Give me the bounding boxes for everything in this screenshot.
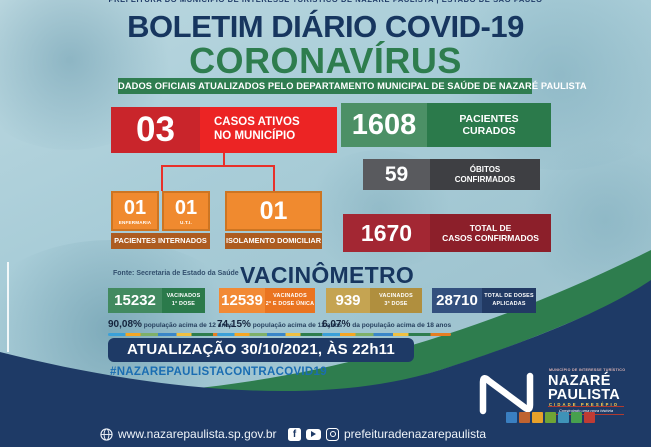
connector-bar: [161, 165, 275, 167]
pictogram-icon: [584, 412, 595, 423]
isolamento-value: 01: [259, 196, 288, 225]
internados-bar: PACIENTES INTERNADOS: [111, 233, 210, 249]
dose1-label: VACINADOS 1ª DOSE: [162, 288, 205, 313]
logo-top-line: MUNICÍPIO DE INTERESSE TURÍSTICO: [549, 368, 626, 372]
instagram-icon[interactable]: [326, 427, 339, 441]
dose1-percent: 90,08% população acima de 12 anos: [108, 314, 234, 336]
pictogram-icon: [571, 412, 582, 423]
dose2-box: 12539 VACINADOS 2ª E DOSE ÚNICA: [219, 288, 315, 313]
percent-underline: [322, 333, 452, 336]
youtube-icon[interactable]: [306, 428, 321, 440]
pictogram-icon: [545, 412, 556, 423]
pictogram-icon: [532, 412, 543, 423]
uti-value: 01: [174, 196, 198, 219]
total-doses-value: 28710: [432, 288, 482, 313]
website-url[interactable]: www.nazarepaulista.sp.gov.br: [118, 427, 277, 441]
logo-city-name-1: NAZARÉ: [548, 373, 611, 389]
uti-label: U.T.I.: [180, 219, 192, 225]
enfermaria-label: ENFERMARIA: [118, 219, 152, 225]
official-data-banner: DADOS OFICIAIS ATUALIZADOS PELO DEPARTAM…: [118, 78, 587, 94]
left-accent-line: [7, 262, 9, 352]
connector-stem: [223, 153, 225, 166]
dose3-box: 939 VACINADOS 3ª DOSE: [326, 288, 422, 313]
data-source-note: Fonte: Secretaria de Estado da Saúde: [113, 270, 239, 277]
dose2-percent: 74,15% população acima de 12 anos: [217, 314, 343, 336]
active-cases-box: 03 CASOS ATIVOS NO MUNICÍPIO: [111, 107, 337, 153]
confirmed-label: TOTAL DE CASOS CONFIRMADOS: [430, 214, 551, 252]
enfermaria-value: 01: [123, 196, 147, 219]
page-subtitle: CORONAVÍRUS: [189, 40, 462, 81]
logo-pictogram-row: [506, 412, 595, 423]
total-doses-box: 28710 TOTAL DE DOSES APLICADAS: [432, 288, 536, 313]
logo-motto: CIDADE PRESÉPIO: [549, 401, 620, 407]
government-top-line: PREFEITURA DO MUNICÍPIO DE INTERESSE TUR…: [0, 0, 651, 4]
globe-icon: [100, 427, 113, 441]
deaths-box: 59 ÓBITOS CONFIRMADOS: [363, 159, 540, 190]
uti-box: 01 U.T.I.: [162, 191, 210, 231]
recovered-label: PACIENTES CURADOS: [427, 103, 551, 147]
connector-drop-right: [273, 165, 275, 191]
confirmed-box: 1670 TOTAL DE CASOS CONFIRMADOS: [343, 214, 551, 252]
dose2-value: 12539: [219, 288, 265, 313]
dose3-percent: 6,07% da população acima de 18 anos: [322, 314, 452, 336]
isolamento-bar: ISOLAMENTO DOMICILIAR: [225, 233, 322, 249]
deaths-label: ÓBITOS CONFIRMADOS: [430, 159, 540, 190]
dose3-label: VACINADOS 3ª DOSE: [370, 288, 422, 313]
confirmed-value: 1670: [343, 214, 430, 252]
social-handle[interactable]: prefeituradenazarepaulista: [344, 427, 487, 441]
active-cases-value: 03: [111, 107, 200, 153]
footer-website[interactable]: www.nazarepaulista.sp.gov.br: [100, 426, 277, 442]
active-cases-label: CASOS ATIVOS NO MUNICÍPIO: [200, 107, 337, 153]
isolamento-box: 01: [225, 191, 322, 231]
city-logo-n-icon: [479, 372, 534, 415]
pictogram-icon: [519, 412, 530, 423]
deaths-value: 59: [363, 159, 430, 190]
percent-underline: [217, 333, 343, 336]
campaign-hashtag: #NAZAREPAULISTACONTRACOVID19: [110, 366, 327, 378]
footer-social[interactable]: f prefeituradenazarepaulista: [288, 426, 486, 442]
pictogram-icon: [558, 412, 569, 423]
pictogram-icon: [506, 412, 517, 423]
page-title: BOLETIM DIÁRIO COVID-19: [127, 9, 524, 44]
vacinometro-title: VACINÔMETRO: [240, 262, 415, 288]
dose3-value: 939: [326, 288, 370, 313]
total-doses-label: TOTAL DE DOSES APLICADAS: [482, 288, 536, 313]
connector-drop-left: [161, 165, 163, 191]
logo-city-name-2: PAULISTA: [548, 387, 620, 403]
dose1-box: 15232 VACINADOS 1ª DOSE: [108, 288, 205, 313]
dose1-value: 15232: [108, 288, 162, 313]
update-timestamp-pill: ATUALIZAÇÃO 30/10/2021, ÀS 22h11: [108, 338, 414, 362]
bottom-swoosh: [0, 250, 651, 447]
enfermaria-box: 01 ENFERMARIA: [111, 191, 159, 231]
recovered-box: 1608 PACIENTES CURADOS: [341, 103, 551, 147]
dose2-label: VACINADOS 2ª E DOSE ÚNICA: [265, 288, 315, 313]
recovered-value: 1608: [341, 103, 427, 147]
percent-underline: [108, 333, 234, 336]
facebook-icon[interactable]: f: [288, 427, 301, 441]
